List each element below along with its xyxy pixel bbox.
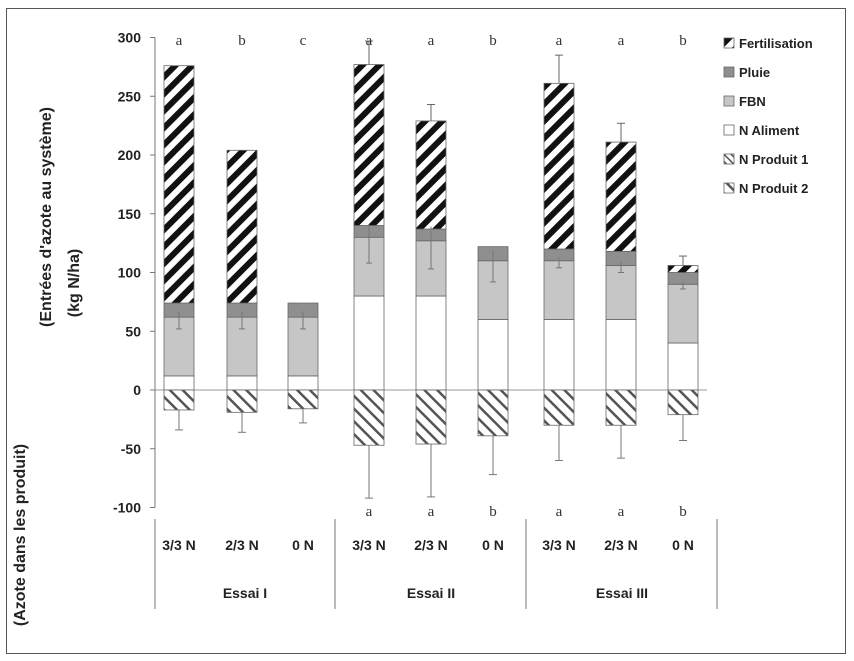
legend-label: N Aliment (739, 123, 800, 138)
category-label: 2/3 N (604, 537, 637, 553)
y-tick-label: 0 (133, 382, 141, 398)
significance-letter-bottom: b (679, 504, 687, 520)
legend-swatch (723, 95, 735, 107)
legend-label: Fertilisation (739, 36, 813, 51)
significance-letter-top: c (300, 33, 307, 49)
y-tick-label: 100 (118, 265, 142, 281)
significance-letter-top: a (428, 33, 435, 49)
bar-segment (543, 82, 575, 250)
significance-letter-bottom: a (428, 504, 435, 520)
legend-label: N Produit 2 (739, 181, 808, 196)
category-label: 0 N (672, 537, 694, 553)
bar-segment (667, 265, 699, 273)
group-label: Essai II (407, 585, 455, 601)
bar-segment (287, 375, 319, 391)
significance-letter-bottom: a (556, 504, 563, 520)
bar-segment (353, 64, 385, 226)
legend: Fertilisation Pluie FBN N Aliment N Produit … (723, 36, 813, 196)
y-tick-label: 50 (125, 323, 141, 339)
significance-letter-bottom: a (618, 504, 625, 520)
category-label: 3/3 N (352, 537, 385, 553)
bar-segment (226, 149, 258, 304)
y-tick-label: -100 (113, 500, 141, 516)
bar-segment (415, 295, 447, 391)
y-tick-label: 150 (118, 206, 142, 222)
category-label: 2/3 N (225, 537, 258, 553)
bar-segment (477, 319, 509, 391)
bar-segment (543, 319, 575, 391)
category-label: 0 N (482, 537, 504, 553)
significance-letter-top: a (618, 33, 625, 49)
bar-segment-negative (667, 389, 699, 416)
bar-segment (605, 141, 637, 252)
legend-swatch (723, 66, 735, 78)
significance-letter-top: a (556, 33, 563, 49)
bar-segment-negative (287, 389, 319, 410)
y-axis-title-bottom: (Azote dans les produit) (12, 444, 29, 626)
bar-segment (415, 120, 447, 230)
y-tick-label: -50 (121, 441, 141, 457)
bar-segment-negative (605, 389, 637, 426)
bar-segment (163, 65, 195, 304)
bar-segment-negative (163, 389, 195, 411)
category-label: 0 N (292, 537, 314, 553)
bar-segment-negative (477, 389, 509, 437)
chart-frame: 300 250 200 150 100 50 0 -50 -100 (Entrées d'azo… (6, 8, 846, 654)
significance-letter-top: b (679, 33, 687, 49)
bar-segment-negative (415, 389, 447, 445)
category-label: 3/3 N (162, 537, 195, 553)
bar-segment (353, 295, 385, 391)
bar-segment (543, 260, 575, 320)
y-tick-label: 200 (118, 147, 142, 163)
bar-segment (163, 375, 195, 391)
bar-segment (667, 283, 699, 344)
y-axis-unit: (kg N/ha) (66, 249, 83, 317)
bar-segment-negative (543, 389, 575, 426)
significance-letter-top: a (176, 33, 183, 49)
y-tick-label: 300 (118, 30, 142, 46)
significance-letter-top: b (238, 33, 246, 49)
labels-layer: (Entrées d'azote au système) (kg N/ha) (Az… (12, 33, 694, 626)
y-tick-label: 250 (118, 88, 142, 104)
stacked-bar-chart: 300 250 200 150 100 50 0 -50 -100 (Entrées d'azo… (12, 30, 813, 627)
legend-label: N Produit 1 (739, 152, 808, 167)
significance-letter-top: a (366, 33, 373, 49)
significance-letter-bottom: a (366, 504, 373, 520)
group-label: Essai III (596, 585, 648, 601)
category-label: 2/3 N (414, 537, 447, 553)
bar-segment (667, 342, 699, 391)
bar-segment (605, 319, 637, 391)
legend-swatch (723, 182, 735, 194)
y-axis-title-top: (Entrées d'azote au système) (38, 107, 55, 327)
category-label: 3/3 N (542, 537, 575, 553)
legend-swatch (723, 153, 735, 165)
legend-swatch (723, 124, 735, 136)
significance-letter-top: b (489, 33, 497, 49)
group-label: Essai I (223, 585, 267, 601)
significance-letter-bottom: b (489, 504, 497, 520)
bar-segment-negative (226, 389, 258, 413)
bars-layer (163, 40, 699, 499)
legend-label: FBN (739, 94, 766, 109)
bar-segment (226, 375, 258, 391)
legend-swatch (723, 37, 735, 49)
bar-segment-negative (353, 389, 385, 446)
legend-label: Pluie (739, 65, 770, 80)
bar-segment (605, 265, 637, 320)
